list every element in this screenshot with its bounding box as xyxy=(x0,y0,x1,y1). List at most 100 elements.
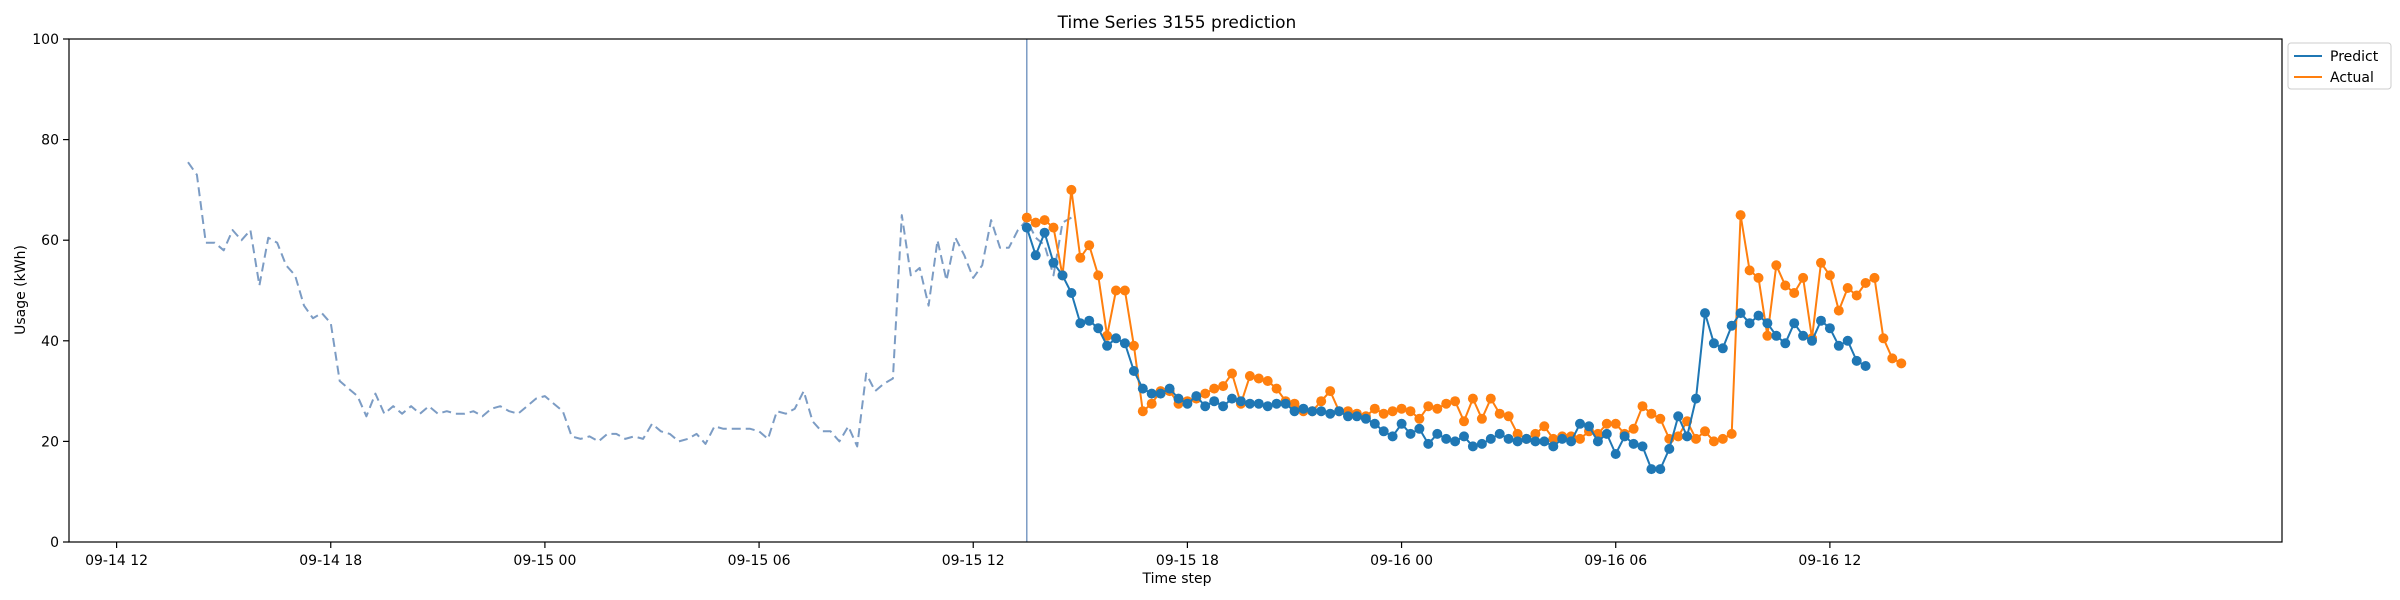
data-point-actual xyxy=(1887,353,1898,364)
data-point-actual xyxy=(1378,408,1389,419)
data-point-predict xyxy=(1164,383,1175,394)
data-point-predict xyxy=(1548,441,1559,452)
data-point-predict xyxy=(1450,436,1461,447)
data-point-actual xyxy=(1244,371,1255,381)
data-point-actual xyxy=(1048,222,1059,233)
data-point-actual xyxy=(1414,413,1425,424)
data-point-predict xyxy=(1039,227,1050,238)
y-axis-label: Usage (kWh) xyxy=(13,245,29,335)
data-point-predict xyxy=(1378,426,1389,437)
data-point-predict xyxy=(1262,401,1273,412)
y-tick-label: 0 xyxy=(50,535,59,551)
data-point-predict xyxy=(1566,436,1577,447)
data-point-actual xyxy=(1548,433,1559,444)
data-point-actual xyxy=(1476,413,1487,424)
data-point-actual xyxy=(1530,428,1541,439)
data-point-actual xyxy=(1218,381,1229,392)
data-point-actual xyxy=(1432,403,1443,414)
data-point-predict xyxy=(1530,436,1541,447)
series-layer xyxy=(187,161,1907,475)
x-tick-label: 09-14 18 xyxy=(299,553,362,569)
plot-area xyxy=(69,39,2282,542)
data-point-predict xyxy=(1557,433,1568,444)
data-point-actual xyxy=(1084,240,1095,251)
data-point-predict xyxy=(1227,393,1237,404)
data-point-actual xyxy=(1271,383,1282,394)
data-point-actual xyxy=(1691,433,1701,444)
data-point-predict xyxy=(1619,431,1630,442)
data-point-predict xyxy=(1539,436,1550,447)
data-point-actual xyxy=(1851,290,1862,301)
data-point-actual xyxy=(1575,433,1585,444)
data-point-predict xyxy=(1307,406,1318,417)
data-point-predict xyxy=(1218,401,1229,412)
data-point-actual xyxy=(1441,398,1452,409)
y-tick-label: 80 xyxy=(41,133,59,149)
data-point-actual xyxy=(1735,210,1746,221)
x-tick-label: 09-15 12 xyxy=(942,553,1005,569)
data-point-actual xyxy=(1075,252,1086,263)
data-point-predict xyxy=(1432,428,1443,439)
data-point-predict xyxy=(1075,318,1086,329)
data-point-predict xyxy=(1842,335,1853,346)
data-point-actual xyxy=(1816,257,1826,268)
data-point-predict xyxy=(1369,418,1380,429)
data-point-predict xyxy=(1637,441,1648,452)
data-point-predict xyxy=(1771,330,1782,341)
data-point-actual xyxy=(1209,383,1220,394)
data-point-actual xyxy=(1673,431,1684,442)
data-point-actual xyxy=(1253,373,1264,384)
data-point-actual xyxy=(1325,386,1336,397)
data-point-predict xyxy=(1111,333,1121,344)
data-point-predict xyxy=(1860,361,1871,371)
data-point-predict xyxy=(1655,464,1666,475)
data-point-predict xyxy=(1191,391,1202,402)
data-point-actual xyxy=(1137,406,1148,417)
data-point-predict xyxy=(1298,403,1309,414)
data-point-predict xyxy=(1119,338,1130,349)
data-point-actual xyxy=(1146,398,1157,409)
data-point-predict xyxy=(1209,396,1220,407)
data-point-predict xyxy=(1441,433,1452,444)
data-point-predict xyxy=(1030,250,1041,261)
data-point-predict xyxy=(1708,338,1719,349)
data-point-predict xyxy=(1057,270,1068,281)
data-point-predict xyxy=(1735,308,1746,319)
data-point-predict xyxy=(1628,438,1639,449)
plot-frame xyxy=(68,38,2283,543)
data-point-predict xyxy=(1744,318,1755,329)
data-point-predict xyxy=(1789,318,1800,329)
data-point-predict xyxy=(1244,398,1255,409)
data-point-predict xyxy=(1182,398,1193,409)
data-point-predict xyxy=(1155,388,1166,399)
data-point-actual xyxy=(1512,428,1523,439)
data-point-predict xyxy=(1700,308,1710,319)
data-point-actual xyxy=(1726,428,1737,439)
data-point-predict xyxy=(1575,418,1585,429)
data-point-actual xyxy=(1717,433,1728,444)
data-point-predict xyxy=(1673,411,1684,422)
data-point-predict xyxy=(1405,428,1416,439)
data-point-actual xyxy=(1610,418,1621,429)
data-point-actual xyxy=(1494,408,1505,419)
x-tick-label: 09-16 00 xyxy=(1370,553,1433,569)
x-axis-label: Time step xyxy=(1142,571,1212,587)
data-point-predict xyxy=(1351,411,1362,422)
data-point-predict xyxy=(1084,315,1095,326)
data-point-predict xyxy=(1316,406,1327,417)
y-tick-label: 100 xyxy=(32,32,59,48)
data-point-predict xyxy=(1093,323,1104,334)
data-point-actual xyxy=(1200,388,1211,399)
data-point-actual xyxy=(1066,184,1077,195)
data-point-actual xyxy=(1762,330,1773,341)
legend-label-predict: Predict xyxy=(2330,49,2379,65)
data-point-predict xyxy=(1414,423,1425,434)
data-point-actual xyxy=(1708,436,1719,447)
data-point-actual xyxy=(1467,393,1478,404)
data-point-predict xyxy=(1128,366,1139,376)
data-point-actual xyxy=(1450,396,1461,407)
data-point-actual xyxy=(1405,406,1416,417)
data-point-predict xyxy=(1146,388,1157,399)
data-point-predict xyxy=(1584,421,1594,432)
